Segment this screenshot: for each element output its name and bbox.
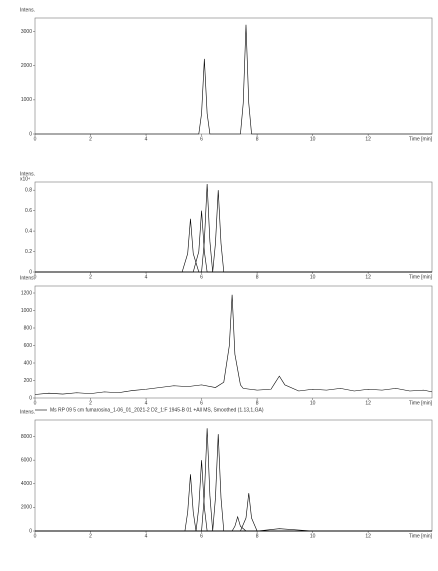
trace	[35, 24, 432, 135]
legend-label: Ms RP 09 5 cm fumarosina_1-06_01_2021-2 …	[50, 407, 264, 413]
trace	[35, 190, 432, 273]
x-tick-label: 4	[145, 274, 148, 280]
x-tick-label: 2	[89, 136, 92, 142]
y-tick-label: 3000	[21, 29, 32, 35]
x-tick-label: 12	[365, 533, 371, 539]
trace	[34, 294, 433, 395]
y-tick-label: 0.4	[25, 228, 32, 234]
y-tick-label: 1000	[21, 308, 32, 314]
x-tick-label: 12	[365, 274, 371, 280]
x-tick-label: 6	[200, 274, 203, 280]
x-tick-label: 0	[34, 533, 37, 539]
trace	[35, 493, 432, 532]
trace	[35, 474, 432, 532]
x-tick-label: 8	[256, 400, 259, 406]
y-tick-label: 0.6	[25, 208, 32, 214]
x-tick-label: 8	[256, 136, 259, 142]
x-tick-label: 6	[200, 533, 203, 539]
y-tick-label: 1200	[21, 290, 32, 296]
x-tick-label: 8	[256, 274, 259, 280]
x-tick-label: 4	[145, 400, 148, 406]
x-tick-label: 0	[34, 274, 37, 280]
x-tick-label: 8	[256, 533, 259, 539]
y-tick-label: 0	[29, 528, 32, 534]
trace	[35, 218, 432, 273]
x-tick-label: 12	[365, 136, 371, 142]
y-tick-label: 400	[24, 360, 33, 366]
y-scale-label: x10⁴	[20, 176, 30, 182]
x-tick-label: 4	[145, 533, 148, 539]
trace	[35, 460, 432, 532]
y-axis-label: Intens.	[20, 275, 35, 281]
x-tick-label: 2	[89, 274, 92, 280]
y-tick-label: 0.8	[25, 188, 32, 194]
x-tick-label: 10	[310, 136, 316, 142]
x-tick-label: 2	[89, 400, 92, 406]
trace	[35, 434, 432, 532]
x-tick-label: 0	[34, 400, 37, 406]
plot-frame	[34, 285, 433, 399]
y-tick-label: 6000	[21, 457, 32, 463]
y-tick-label: 0.2	[25, 249, 32, 255]
trace	[35, 515, 432, 532]
x-axis-label: Time [min]	[409, 533, 433, 539]
y-tick-label: 1000	[21, 97, 32, 103]
plot-frame	[34, 181, 433, 273]
x-tick-label: 10	[310, 533, 316, 539]
trace	[35, 184, 432, 273]
y-tick-label: 0	[29, 131, 32, 137]
y-tick-label: 0	[29, 395, 32, 401]
plot-frame	[34, 419, 433, 532]
trace	[35, 210, 432, 273]
y-tick-label: 0	[29, 269, 32, 275]
x-tick-label: 10	[310, 274, 316, 280]
x-tick-label: 2	[89, 533, 92, 539]
plot-frame	[34, 17, 433, 135]
trace	[35, 428, 432, 532]
y-tick-label: 200	[24, 378, 33, 384]
y-tick-label: 600	[24, 343, 33, 349]
x-axis-label: Time [min]	[409, 400, 433, 406]
x-axis-label: Time [min]	[409, 274, 433, 280]
y-tick-label: 4000	[21, 481, 32, 487]
y-axis-label: Intens.	[20, 7, 35, 13]
y-axis-label: Intens.	[20, 171, 35, 177]
x-tick-label: 6	[200, 400, 203, 406]
x-tick-label: 12	[365, 400, 371, 406]
y-tick-label: 2000	[21, 63, 32, 69]
y-tick-label: 2000	[21, 505, 32, 511]
x-tick-label: 10	[310, 400, 316, 406]
x-tick-label: 0	[34, 136, 37, 142]
y-tick-label: 800	[24, 325, 33, 331]
x-tick-label: 4	[145, 136, 148, 142]
x-axis-label: Time [min]	[409, 136, 433, 142]
y-axis-label: Intens.	[20, 409, 35, 415]
x-tick-label: 6	[200, 136, 203, 142]
y-tick-label: 8000	[21, 434, 32, 440]
